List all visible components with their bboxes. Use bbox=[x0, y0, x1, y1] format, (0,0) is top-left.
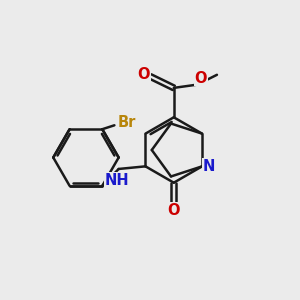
Text: Br: Br bbox=[118, 115, 136, 130]
Text: N: N bbox=[202, 159, 215, 174]
Text: O: O bbox=[137, 68, 150, 82]
Text: O: O bbox=[195, 70, 207, 86]
Text: O: O bbox=[167, 203, 180, 218]
Text: NH: NH bbox=[105, 173, 130, 188]
